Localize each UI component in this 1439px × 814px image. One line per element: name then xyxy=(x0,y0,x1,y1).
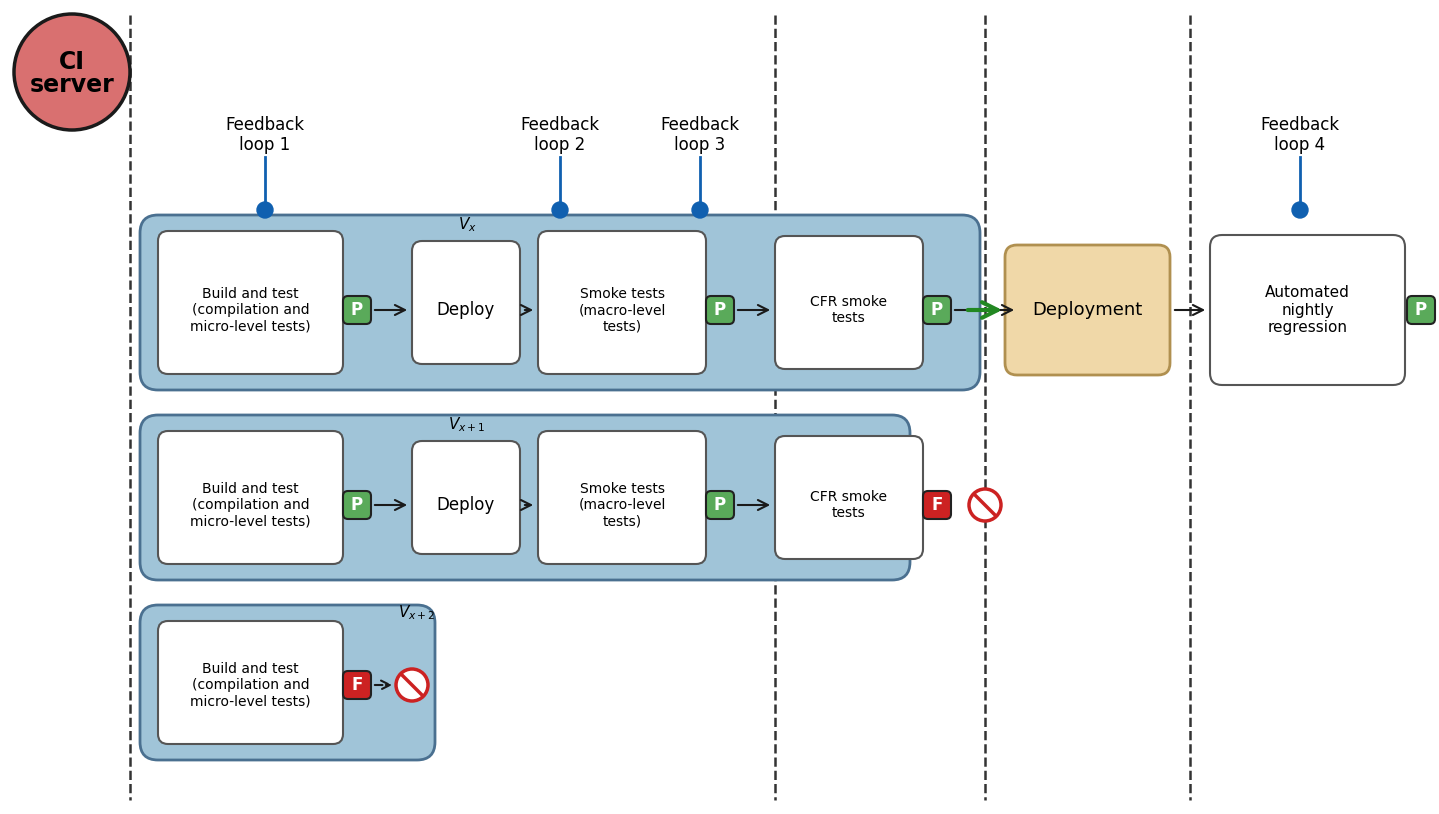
Circle shape xyxy=(14,14,130,130)
Text: Feedback
loop 4: Feedback loop 4 xyxy=(1261,116,1340,155)
Text: CI: CI xyxy=(59,50,85,74)
FancyBboxPatch shape xyxy=(1004,245,1170,375)
Text: Smoke tests
(macro-level
tests): Smoke tests (macro-level tests) xyxy=(578,482,666,528)
Text: $V_x$: $V_x$ xyxy=(458,216,476,234)
Text: Build and test
(compilation and
micro-level tests): Build and test (compilation and micro-le… xyxy=(190,662,311,708)
FancyBboxPatch shape xyxy=(140,605,435,760)
FancyBboxPatch shape xyxy=(342,491,371,519)
Text: Build and test
(compilation and
micro-level tests): Build and test (compilation and micro-le… xyxy=(190,287,311,333)
FancyBboxPatch shape xyxy=(538,231,707,374)
Circle shape xyxy=(396,669,427,701)
Text: Smoke tests
(macro-level
tests): Smoke tests (macro-level tests) xyxy=(578,287,666,333)
FancyBboxPatch shape xyxy=(342,296,371,324)
Circle shape xyxy=(692,202,708,218)
FancyBboxPatch shape xyxy=(140,415,909,580)
FancyBboxPatch shape xyxy=(776,236,922,369)
Text: P: P xyxy=(714,301,727,319)
FancyBboxPatch shape xyxy=(158,431,342,564)
Text: Build and test
(compilation and
micro-level tests): Build and test (compilation and micro-le… xyxy=(190,482,311,528)
Text: Deploy: Deploy xyxy=(437,496,495,514)
Text: Feedback
loop 2: Feedback loop 2 xyxy=(521,116,600,155)
FancyBboxPatch shape xyxy=(707,296,734,324)
Circle shape xyxy=(258,202,273,218)
FancyBboxPatch shape xyxy=(776,436,922,559)
Text: Deployment: Deployment xyxy=(1032,301,1143,319)
Text: Automated
nightly
regression: Automated nightly regression xyxy=(1265,285,1350,335)
FancyBboxPatch shape xyxy=(707,491,734,519)
Text: P: P xyxy=(714,496,727,514)
FancyBboxPatch shape xyxy=(538,431,707,564)
FancyBboxPatch shape xyxy=(412,441,519,554)
FancyBboxPatch shape xyxy=(158,621,342,744)
Text: $V_{x+2}$: $V_{x+2}$ xyxy=(399,604,436,623)
Circle shape xyxy=(553,202,568,218)
Text: Feedback
loop 1: Feedback loop 1 xyxy=(226,116,305,155)
Text: F: F xyxy=(351,676,363,694)
Text: CFR smoke
tests: CFR smoke tests xyxy=(810,295,888,325)
FancyBboxPatch shape xyxy=(922,296,951,324)
Text: P: P xyxy=(931,301,943,319)
Text: Feedback
loop 3: Feedback loop 3 xyxy=(661,116,740,155)
FancyBboxPatch shape xyxy=(158,231,342,374)
Circle shape xyxy=(968,489,1002,521)
FancyBboxPatch shape xyxy=(1210,235,1404,385)
FancyBboxPatch shape xyxy=(1407,296,1435,324)
Circle shape xyxy=(1292,202,1308,218)
FancyBboxPatch shape xyxy=(412,241,519,364)
Text: CFR smoke
tests: CFR smoke tests xyxy=(810,490,888,520)
Text: P: P xyxy=(351,496,363,514)
FancyBboxPatch shape xyxy=(140,215,980,390)
Text: server: server xyxy=(30,73,114,97)
FancyBboxPatch shape xyxy=(922,491,951,519)
FancyBboxPatch shape xyxy=(342,671,371,699)
Text: Deploy: Deploy xyxy=(437,301,495,319)
Text: $V_{x+1}$: $V_{x+1}$ xyxy=(448,416,486,435)
Text: P: P xyxy=(1415,301,1427,319)
Text: P: P xyxy=(351,301,363,319)
Text: F: F xyxy=(931,496,943,514)
